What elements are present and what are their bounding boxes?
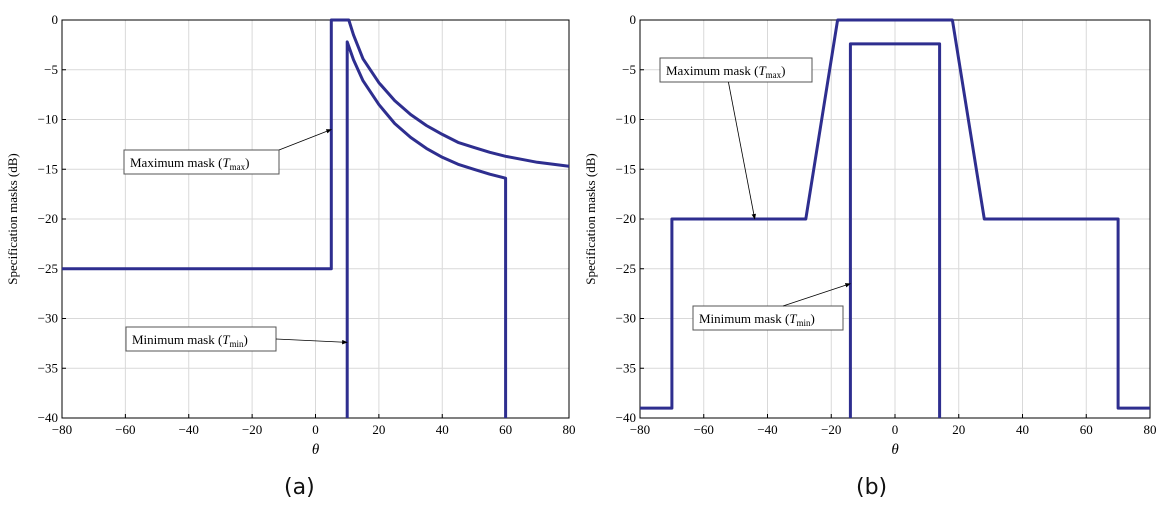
y-tick-label: −35: [38, 360, 58, 375]
y-tick-label: −20: [38, 211, 58, 226]
annotation-arrow: [278, 129, 332, 151]
y-axis-label: Specification masks (dB): [5, 153, 20, 284]
y-tick-label: −5: [44, 62, 58, 77]
series-max-mask: [62, 18, 569, 271]
caption-b: (b): [856, 475, 888, 500]
x-tick-label: 40: [436, 422, 449, 437]
y-tick-label: −25: [38, 261, 58, 276]
x-axis-label: θ: [891, 442, 899, 458]
x-tick-label: −40: [757, 422, 777, 437]
y-tick-label: −30: [616, 311, 636, 326]
x-tick-label: −60: [115, 422, 135, 437]
x-tick-label: 60: [1080, 422, 1093, 437]
annotation-label: Minimum mask (Tmin): [132, 332, 248, 349]
annotation-box: [659, 57, 813, 83]
annotation-min-mask: Minimum mask (Tmin): [125, 326, 348, 352]
x-tick-label: 80: [1144, 422, 1157, 437]
x-tick-label: −40: [179, 422, 199, 437]
x-tick-label: 60: [499, 422, 512, 437]
annotation-label: Maximum mask (Tmax): [666, 63, 786, 80]
x-tick-label: −20: [242, 422, 262, 437]
x-tick-label: −80: [630, 422, 650, 437]
x-tick-label: 20: [372, 422, 385, 437]
annotation-max-mask: Maximum mask (Tmax): [123, 129, 332, 175]
x-tick-label: 0: [892, 422, 899, 437]
y-tick-label: −15: [38, 161, 58, 176]
y-tick-label: −15: [616, 161, 636, 176]
x-tick-label: −20: [821, 422, 841, 437]
annotation-min-mask: Minimum mask (Tmin): [692, 283, 851, 331]
y-tick-label: −10: [616, 112, 636, 127]
annotation-label: Minimum mask (Tmin): [699, 311, 815, 328]
x-tick-label: 80: [563, 422, 576, 437]
y-axis-label: Specification masks (dB): [583, 153, 598, 284]
y-tick-label: −30: [38, 311, 58, 326]
y-tick-label: −35: [616, 360, 636, 375]
y-tick-label: −40: [616, 410, 636, 425]
annotation-arrow: [782, 283, 851, 307]
y-tick-label: −5: [622, 62, 636, 77]
annotation-max-mask: Maximum mask (Tmax): [659, 57, 813, 220]
x-tick-label: 0: [312, 422, 319, 437]
chart-b: −80 −60 −40 −20 0 20 40 60 80 0 −5 −10 −15 −20 −25 −30 −…: [583, 12, 1157, 458]
x-tick-label: 20: [952, 422, 965, 437]
annotation-arrow: [275, 338, 348, 345]
series-min-mask: [848, 42, 942, 418]
y-tick-label: −20: [616, 211, 636, 226]
x-axis-label: θ: [312, 442, 320, 458]
x-tick-label: −80: [52, 422, 72, 437]
y-tick-label: −25: [616, 261, 636, 276]
y-tick-label: 0: [52, 12, 59, 27]
x-tick-label: 40: [1016, 422, 1029, 437]
series-min-mask: [345, 40, 508, 418]
y-tick-label: −10: [38, 112, 58, 127]
chart-a: −80 −60 −40 −20 0 20 40 60 80 0 −5 −10 −15 −20 −25 −30 −…: [5, 12, 576, 458]
y-tick-label: 0: [630, 12, 637, 27]
x-tick-label: −60: [694, 422, 714, 437]
annotation-box: [692, 305, 844, 331]
y-tick-label: −40: [38, 410, 58, 425]
annotation-arrow: [728, 81, 756, 220]
annotation-label: Maximum mask (Tmax): [130, 155, 250, 172]
annotation-box: [123, 149, 280, 175]
caption-a: (a): [284, 475, 315, 500]
series-max-mask: [640, 18, 1150, 410]
